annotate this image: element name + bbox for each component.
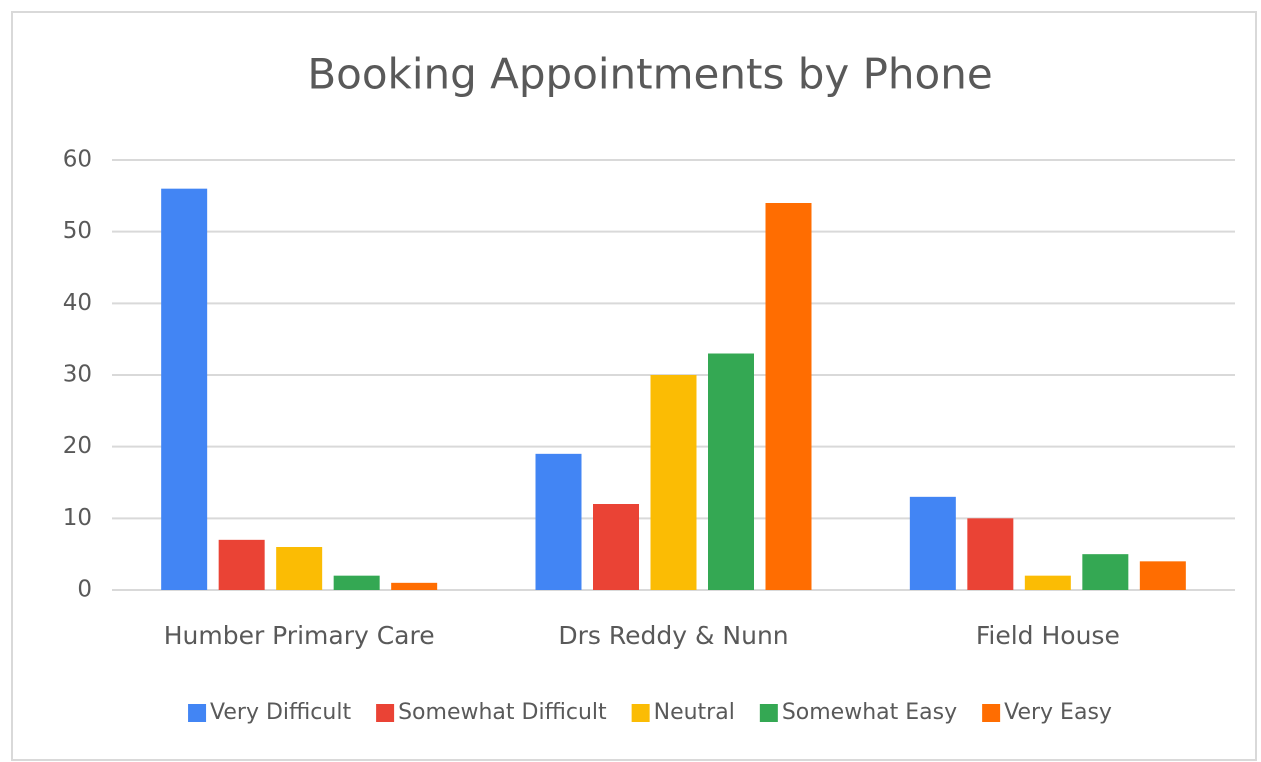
- bar: [967, 518, 1014, 590]
- bar: [765, 203, 812, 590]
- y-tick-label: 20: [63, 433, 92, 459]
- legend-label: Somewhat Easy: [782, 700, 957, 725]
- legend-swatch: [188, 704, 207, 722]
- bar: [909, 496, 956, 590]
- bar: [161, 188, 208, 590]
- bar: [1082, 554, 1129, 590]
- legend-swatch: [631, 704, 650, 722]
- legend-swatch: [982, 704, 1001, 722]
- y-tick-label: 0: [77, 577, 92, 603]
- bar: [708, 353, 754, 590]
- legend-label: Somewhat Difficult: [398, 700, 607, 725]
- y-tick-label: 40: [63, 290, 92, 316]
- bar: [650, 375, 697, 590]
- legend-label: Very Difficult: [210, 700, 351, 725]
- x-tick-label: Field House: [976, 621, 1120, 650]
- chart-frame: [11, 11, 1257, 761]
- x-tick-label: Drs Reddy & Nunn: [558, 621, 788, 650]
- y-tick-label: 60: [63, 147, 92, 173]
- legend-swatch: [759, 704, 778, 722]
- x-tick-label: Humber Primary Care: [164, 621, 435, 650]
- bar: [218, 539, 265, 590]
- bar: [276, 547, 323, 590]
- chart-title: Booking Appointments by Phone: [307, 50, 992, 99]
- y-tick-label: 50: [63, 218, 92, 244]
- bar: [593, 504, 639, 590]
- bar: [1024, 575, 1071, 590]
- bar: [1139, 561, 1186, 590]
- bar: [391, 582, 438, 590]
- bar: [535, 453, 582, 590]
- y-tick-label: 10: [63, 505, 92, 531]
- legend-label: Very Easy: [1004, 700, 1112, 725]
- bar: [333, 575, 380, 590]
- legend-label: Neutral: [654, 700, 735, 725]
- legend-swatch: [376, 704, 395, 722]
- y-tick-label: 30: [63, 362, 92, 388]
